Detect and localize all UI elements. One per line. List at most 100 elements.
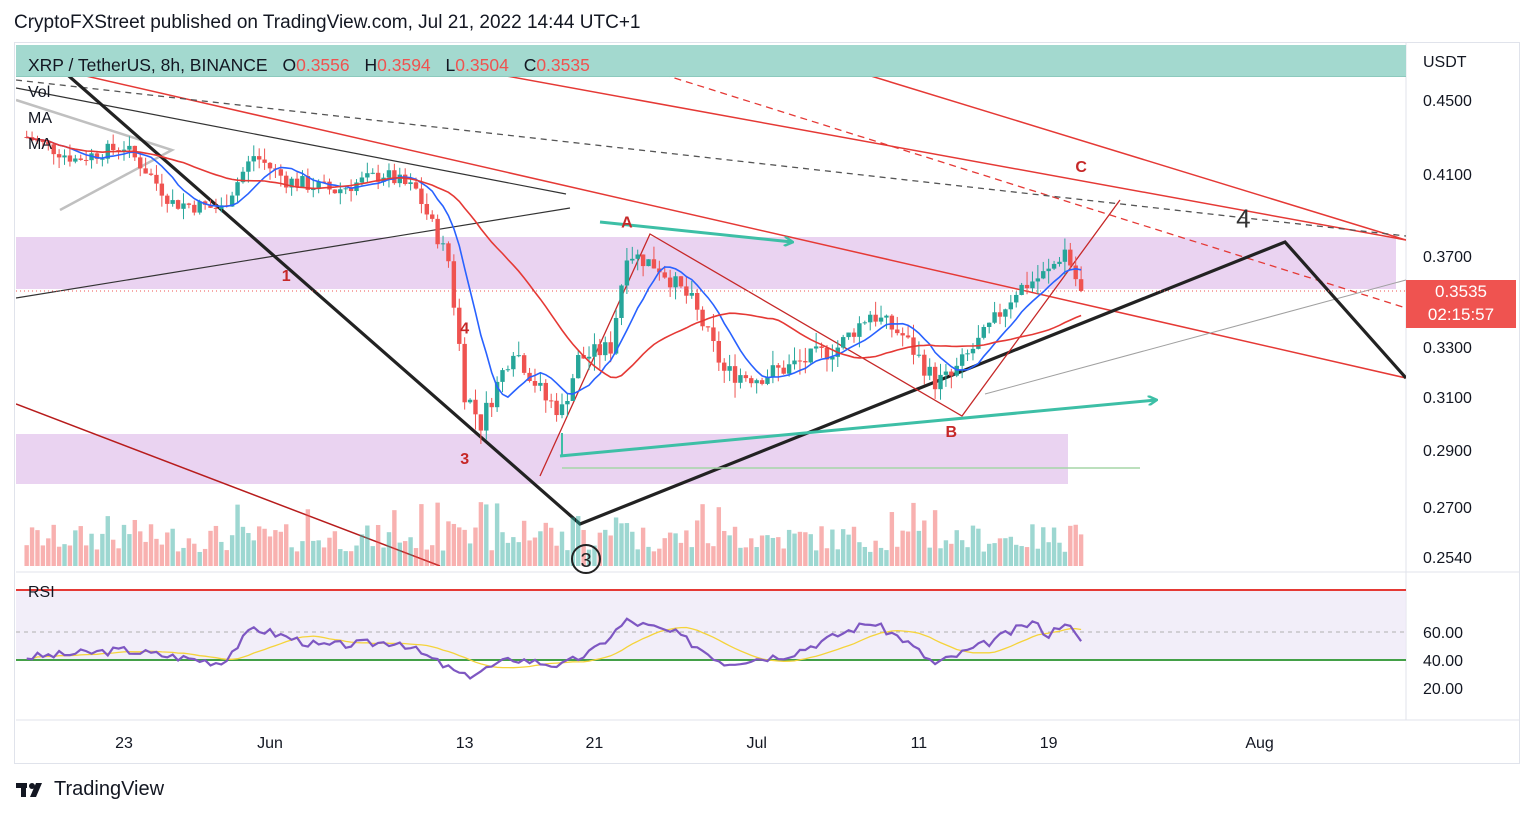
volume-bar (305, 509, 311, 566)
candle-body (900, 333, 905, 336)
volume-bar (267, 536, 273, 566)
volume-bar (46, 538, 51, 566)
candle-body (738, 375, 743, 383)
volume-bar (932, 510, 938, 566)
axis-unit-label[interactable]: USDT (1423, 54, 1467, 71)
volume-bar (500, 532, 505, 566)
volume-bar (786, 529, 792, 566)
candle-body (343, 188, 348, 190)
candle-body (262, 159, 267, 163)
high-label: H (364, 55, 378, 75)
candle-body (630, 258, 635, 261)
candle-body (722, 362, 727, 371)
candle-body (1051, 263, 1057, 269)
volume-bar (781, 548, 786, 566)
volume-bar (467, 543, 473, 566)
price-tick-label: 0.3700 (1423, 249, 1472, 266)
candle-body (521, 355, 527, 373)
volume-bar (527, 540, 532, 566)
volume-bar (651, 551, 657, 566)
volume-bar (51, 524, 56, 566)
candle-body (862, 322, 868, 324)
volume-bar (586, 549, 592, 566)
candle-body (138, 157, 143, 169)
volume-bar (175, 551, 181, 566)
triangle-lower (16, 207, 571, 299)
time-axis: 23 Jun 13 21 Jul 11 19 Aug (115, 735, 1274, 752)
volume-bar (219, 541, 224, 566)
time-tick-label: 21 (586, 735, 604, 752)
volume-bar (862, 546, 868, 566)
candle-body (640, 254, 646, 267)
volume-bar (927, 547, 932, 566)
volume-bar (202, 548, 208, 566)
candle-body (938, 374, 943, 390)
volume-bar (873, 540, 878, 566)
volume-bar (1068, 525, 1073, 566)
candle-body (457, 307, 462, 344)
rsi-pane (16, 589, 1406, 680)
candle-body (100, 158, 105, 160)
grey-triangle (16, 98, 176, 212)
candle-body (635, 254, 640, 259)
volume-bar (240, 526, 246, 566)
candle-body (1073, 265, 1078, 280)
time-tick-label: Aug (1245, 735, 1273, 752)
brand-name: TradingView (54, 778, 165, 800)
candle-body (532, 380, 538, 386)
current-price-value: 0.3535 (1435, 282, 1487, 301)
candle-body (121, 149, 127, 152)
symbol-ohlc-line[interactable]: XRP / TetherUS, 8h, BINANCE O0.3556 H0.3… (28, 55, 590, 76)
ma-indicator-label-1[interactable]: MA (28, 110, 52, 127)
candle-body (554, 400, 559, 416)
candle-body (127, 145, 132, 150)
volume-bar (949, 543, 954, 566)
candle-body (840, 337, 846, 348)
ma-indicator-label-2[interactable]: MA (28, 136, 52, 153)
candle-body (792, 360, 797, 365)
symbol-pair[interactable]: XRP / TetherUS, 8h, BINANCE (28, 55, 268, 75)
tradingview-logo[interactable]: TradingView (16, 778, 164, 801)
candle-body (478, 414, 484, 431)
volume-bar (1041, 527, 1046, 566)
rsi-ma-line (26, 626, 1082, 669)
price-tick-label: 0.4500 (1423, 93, 1472, 110)
volume-bar (294, 551, 300, 566)
price-axis: 0.4500 0.4100 0.3700 0.3300 0.3100 0.2900 0.27… (1423, 93, 1472, 567)
rsi-tick-label: 20.00 (1423, 681, 1463, 698)
upper-zone (16, 237, 1396, 289)
volume-bar (478, 502, 484, 566)
red-channel-lower (82, 76, 1406, 379)
candle-body (548, 400, 554, 402)
candle-body (213, 207, 219, 209)
candle-body (997, 312, 1003, 317)
rsi-indicator-label[interactable]: RSI (28, 584, 55, 601)
volume-bar (986, 543, 992, 566)
volume-bar (29, 527, 35, 566)
candle-body (689, 292, 694, 296)
volume-bar (884, 550, 889, 566)
volume-bar (154, 538, 159, 566)
candle-body (727, 366, 732, 371)
volume-bar (94, 549, 100, 566)
volume-bar (543, 522, 548, 566)
candle-body (311, 189, 316, 191)
volume-bar (457, 527, 462, 566)
volume-indicator-label[interactable]: Vol (28, 84, 51, 101)
candle-body (494, 381, 500, 408)
volume-bar (246, 533, 251, 566)
candle-body (538, 382, 543, 386)
candle-body (413, 182, 419, 189)
bar-countdown: 02:15:57 (1427, 305, 1495, 324)
candle-body (559, 404, 565, 416)
volume-bar (667, 532, 673, 566)
candle-body (884, 315, 889, 318)
candle-body (1003, 309, 1008, 317)
candle-body (781, 367, 786, 374)
wave-label-3-red: 3 (460, 451, 469, 468)
open-label: O (282, 55, 297, 75)
candle-body (451, 261, 457, 308)
black-dashed-line (16, 79, 1406, 237)
price-tick-label: 0.2540 (1423, 550, 1472, 567)
